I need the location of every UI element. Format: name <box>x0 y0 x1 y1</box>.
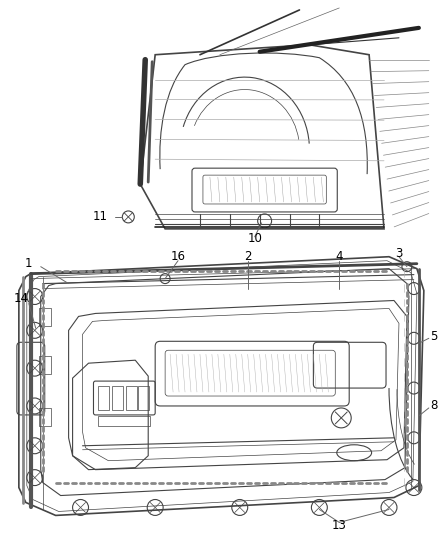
Bar <box>126 386 137 410</box>
Bar <box>138 386 149 410</box>
Text: 5: 5 <box>430 330 438 343</box>
Text: 10: 10 <box>247 232 262 245</box>
Text: 3: 3 <box>395 247 403 260</box>
Text: 1: 1 <box>25 257 32 270</box>
Bar <box>113 386 124 410</box>
Text: 16: 16 <box>170 250 186 263</box>
Bar <box>99 416 150 426</box>
Bar <box>39 408 51 426</box>
Bar <box>99 386 110 410</box>
Bar <box>39 356 51 374</box>
Text: 11: 11 <box>93 211 108 223</box>
Bar <box>39 309 51 326</box>
Text: 2: 2 <box>244 250 251 263</box>
Text: 4: 4 <box>336 250 343 263</box>
Text: 14: 14 <box>13 292 28 305</box>
Text: 13: 13 <box>332 519 347 532</box>
Text: 8: 8 <box>430 399 438 413</box>
